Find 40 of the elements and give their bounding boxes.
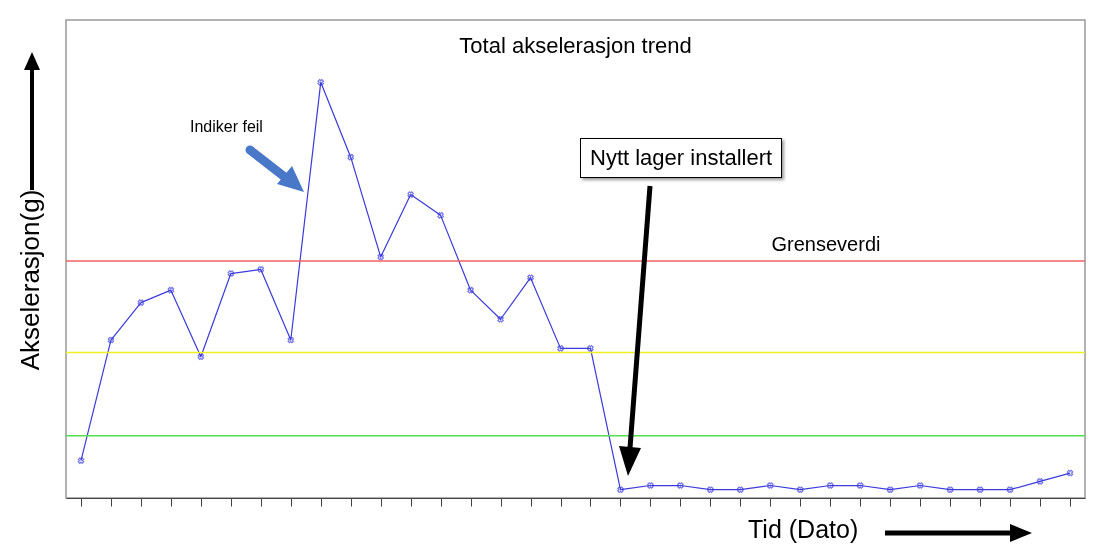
annotation: Nytt lager installert — [580, 138, 783, 178]
point — [197, 353, 205, 360]
point — [497, 315, 504, 323]
point — [1036, 478, 1044, 485]
point — [467, 286, 474, 294]
point — [347, 153, 355, 161]
point — [707, 486, 714, 493]
point — [257, 266, 265, 273]
point — [137, 299, 145, 306]
point — [946, 486, 954, 493]
point — [916, 482, 924, 489]
point — [826, 482, 834, 489]
point — [617, 486, 624, 493]
point — [976, 486, 984, 493]
annotation: Indiker feil — [190, 118, 263, 136]
ref-line-label: Grenseverdi — [771, 233, 881, 256]
point — [407, 191, 414, 198]
point — [77, 457, 85, 464]
point — [647, 482, 654, 489]
point — [677, 482, 684, 489]
point — [767, 482, 774, 489]
chart-title: Total akselerasjon trend — [459, 33, 692, 58]
point — [317, 79, 325, 86]
point — [557, 345, 564, 352]
point — [377, 253, 384, 261]
point — [886, 486, 894, 493]
point — [796, 486, 804, 493]
point — [287, 336, 295, 344]
point — [856, 482, 864, 489]
point — [587, 345, 594, 352]
point — [1006, 486, 1014, 493]
point — [1066, 469, 1074, 477]
point — [737, 486, 744, 493]
point — [227, 270, 235, 277]
x-axis-title: Tid (Dato) — [748, 515, 859, 544]
point — [167, 286, 175, 294]
point — [107, 336, 115, 344]
y-axis-title: Akselerasjon(g) — [14, 189, 46, 371]
point — [527, 274, 534, 282]
point — [437, 212, 444, 219]
